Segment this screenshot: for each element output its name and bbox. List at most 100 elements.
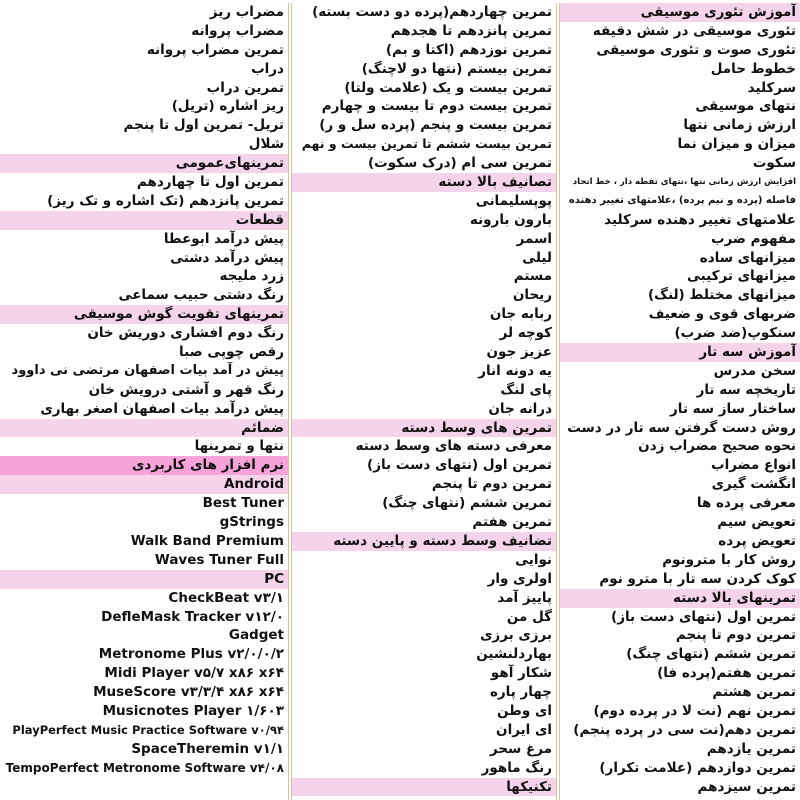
list-item: رنگ ماهور	[481, 759, 552, 776]
list-item: مضراب پروانه	[191, 22, 284, 39]
list-item: لیلی	[522, 249, 552, 266]
section-header: تصانیف بالا دسته	[292, 173, 556, 192]
list-item: شلال	[248, 136, 284, 153]
section-header: ضمائم	[0, 418, 288, 438]
list-item: سنکوپ(ضد ضرب)	[674, 325, 796, 342]
list-item: ریز اشاره (تریل)	[171, 98, 284, 115]
list-item: پیش در آمد بیات اصفهان مرتضی نی داوود	[11, 362, 284, 378]
list-item: تمرین یازدهم	[706, 740, 796, 757]
column: تمرین چهاردهم(پرده دو دست بسته) تمرین پان…	[288, 3, 556, 800]
list-item: تمرین بیست ششم تا تمرین بیست و نهم	[301, 136, 552, 152]
list-item: ربابه جان	[489, 306, 552, 323]
list-item: یه دونه انار	[478, 362, 552, 379]
list-item: سخن مدرس	[713, 362, 796, 379]
list-item: میزانهای مختلط (لنگ)	[647, 287, 796, 304]
list-item: تمرین بیست و یک (علامت ولتا)	[344, 79, 552, 96]
list-item: علامتهای تغییر دهنده سرکلید	[604, 211, 796, 228]
section-header: آموزش تئوری موسیقی	[560, 3, 800, 22]
list-item: تعویض پرده	[718, 532, 796, 549]
list-item: تمرین پانزدهم تا هجدهم	[390, 22, 552, 39]
list-item: Metronome Plus v۲/۰/۰/۲	[98, 646, 284, 663]
list-item: سکوت	[752, 155, 796, 172]
list-item: رقص چوپی صبا	[179, 344, 284, 361]
list-item: معرفی پرده ها	[696, 495, 796, 512]
list-item: Waves Tuner Full	[154, 551, 284, 568]
list-item: Best Tuner	[202, 495, 284, 512]
list-item: Musicnotes Player ۱/۶۰۳	[102, 702, 284, 719]
list-item: عزیز جون	[486, 344, 552, 361]
list-item: میزانهای ساده	[699, 249, 796, 266]
list-item: پیش درآمد دشتی	[170, 249, 284, 266]
list-item: رنگ قهر و آشتی درویش خان	[88, 381, 284, 398]
list-item: پای لنگ	[500, 381, 552, 398]
list-item: رنگ دوم افشاری دوریش خان	[87, 325, 284, 342]
list-item: اولری وار	[487, 570, 552, 587]
list-item: افزایش ارزش زمانی نتها ،نتهای نقطه دار ،…	[572, 177, 796, 188]
list-item: تمرین دهم(نت سی در پرده پنجم)	[573, 721, 796, 738]
section-header: تمرینهای‌عمومی	[0, 154, 288, 174]
list-item: تمرین ششم (نتهای چنگ)	[626, 646, 796, 663]
list-item: روش دست گرفتن سه تار در دست	[567, 419, 796, 436]
list-item: Gadget	[228, 627, 284, 644]
list-item: تمرین اول (نتهای دست باز)	[611, 608, 796, 625]
list-item: تاریخچه سه تار	[696, 381, 796, 398]
list-item: انگشت گیری	[711, 476, 796, 493]
section-header: تمرین های وسط دسته	[292, 418, 556, 438]
list-item: انواع مضراب	[711, 457, 796, 474]
list-item: رنگ دشتی حبیب سماعی	[118, 287, 284, 304]
section-header: تکنیکها	[292, 777, 556, 797]
list-item: معرفی دسته های وسط دسته	[355, 438, 552, 455]
list-item: تمرین دوم تا پنجم	[431, 476, 552, 493]
list-item: پیش درآمد بیات اصفهان اصغر بهاری	[40, 400, 284, 417]
list-item: تمرین نهم (نت لا در پرده دوم)	[593, 702, 796, 719]
section-header: تضانیف وسط دسته و پایین دسته	[292, 531, 556, 551]
list-item: پوپسلیمانی	[475, 192, 552, 209]
list-item: تئوری صوت و تئوری موسیقی	[596, 41, 796, 58]
list-item: اسمر	[516, 230, 552, 247]
list-item: نحوه صحیح مضراب زدن	[638, 438, 796, 455]
list-item: MuseScore v۳/۳/۴ x۸۶ x۶۴	[93, 684, 284, 701]
list-item: ای ایران	[496, 721, 552, 738]
list-item: DefleMask Tracker v۱۲/۰	[101, 608, 284, 625]
list-item: تمرین بیست و پنجم (پرده سل و ر)	[319, 117, 552, 134]
list-item: تمرین ششم (نتهای چنگ)	[382, 495, 552, 512]
list-item: سرکلید	[747, 79, 796, 96]
list-item: تمرین نوزدهم (اکتا و بم)	[385, 41, 552, 58]
list-item: ای وطن	[497, 702, 552, 719]
list-item: تمرین اول تا چهاردهم	[136, 174, 284, 191]
list-item: CheckBeat v۳/۱	[168, 589, 284, 606]
section-header: آموزش سه تار	[560, 343, 800, 362]
section-header: نرم افزار های کاربردی	[0, 456, 288, 476]
list-item: تمرین سی ام (درک سکوت)	[367, 155, 552, 172]
list-item: شکار آهو	[490, 665, 552, 682]
list-item: تمرین چهاردهم(پرده دو دست بسته)	[312, 4, 552, 20]
list-item: ساختار ساز سه تار	[669, 400, 796, 417]
list-item: زرد ملیجه	[219, 268, 284, 285]
list-item: تعویض سیم	[717, 514, 796, 531]
column: آموزش تئوری موسیقی تئوری موسیقی در شش دقی…	[556, 3, 800, 800]
list-item: ارزش زمانی نتها	[683, 117, 796, 134]
list-item: مرغ سحر	[489, 740, 552, 757]
list-item: تمرین هفتم	[472, 514, 552, 531]
list-item: مفهوم ضرب	[710, 230, 796, 247]
list-item: فاصله (پرده و نیم پرده) ،علامتهای تغییر …	[568, 194, 796, 206]
list-item: PlayPerfect Music Practice Software v۰/۹…	[12, 722, 284, 737]
list-item: تریل- تمرین اول تا پنجم	[123, 117, 285, 134]
list-item: تمرین بیستم (نتها دو لاچنگ)	[361, 60, 552, 77]
section-header: تمرینهای بالا دسته	[560, 588, 800, 608]
list-item: تمرین دوازدهم (علامت تکرار)	[599, 759, 796, 776]
list-item: خطوط حامل	[710, 60, 796, 77]
list-item: میزان و میزان نما	[677, 136, 796, 153]
list-item: نتها و تمرینها	[194, 438, 284, 455]
list-item: تئوری موسیقی در شش دقیقه	[592, 22, 796, 39]
list-item: بهاردلنشین	[476, 646, 552, 663]
list-item: برزی برزی	[480, 627, 552, 644]
list-item: تمرین سیزدهم	[697, 778, 797, 795]
list-item: گل من	[506, 608, 552, 625]
list-item: Midi Player v۵/۷ x۸۶ x۶۴	[104, 665, 284, 682]
list-item: ضربهای قوی و ضعیف	[648, 306, 796, 323]
list-item: میزانهای ترکیبی	[686, 268, 796, 285]
list-item: کوچه لر	[499, 325, 552, 342]
list-item: تمرین پانزدهم (تک اشاره و تک ریز)	[47, 192, 284, 209]
